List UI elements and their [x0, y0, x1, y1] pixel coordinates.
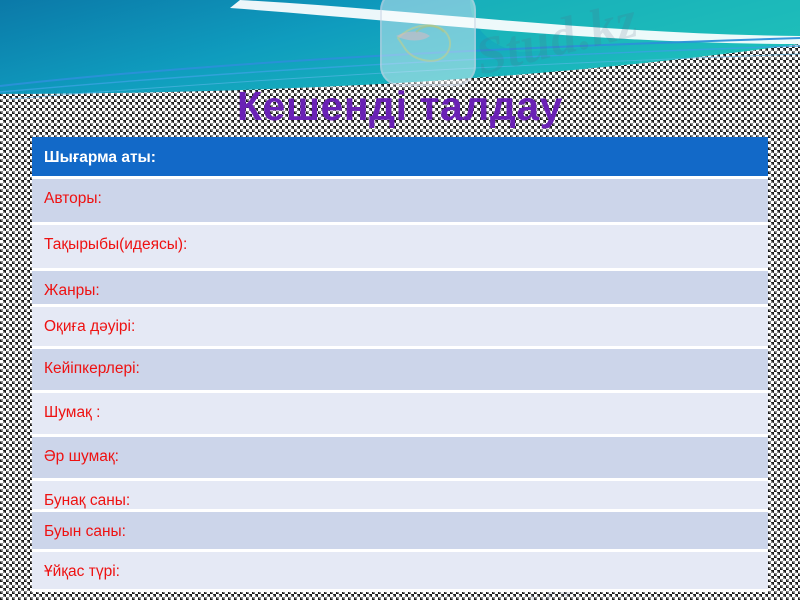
table-row[interactable]: Оқиға дәуірі: [32, 307, 768, 349]
row-label-okiga-dauiri: Оқиға дәуірі: [44, 318, 136, 335]
table-row[interactable]: Тақырыбы(идеясы): [32, 225, 768, 271]
analysis-table: Шығарма аты: Авторы: Тақырыбы(идеясы): Ж… [32, 137, 768, 592]
table-row[interactable]: Буын саны: [32, 512, 768, 552]
row-label-takyryby: Тақырыбы(идеясы): [44, 236, 188, 253]
row-label-shumak: Шумақ : [44, 404, 101, 421]
row-label-keiipkerleri: Кейіпкерлері: [44, 360, 140, 377]
table-row[interactable]: Жанры: [32, 271, 768, 307]
table-row[interactable]: Авторы: [32, 179, 768, 225]
row-label-bunak-sany: Бунақ саны: [44, 492, 131, 509]
table-row[interactable]: Шумақ : [32, 393, 768, 437]
table-header-row[interactable]: Шығарма аты: [32, 137, 768, 179]
table-row[interactable]: Әр шумақ: [32, 437, 768, 481]
table-row[interactable]: Кейіпкерлері: [32, 349, 768, 393]
page-title: Кешенді талдау [237, 83, 563, 129]
row-label-buyn-sany: Буын саны: [44, 523, 126, 540]
table-header-label: Шығарма аты: [44, 149, 156, 166]
row-label-ar-shumak: Әр шумақ: [44, 448, 119, 465]
row-label-zhanry: Жанры: [44, 282, 100, 299]
table-row[interactable]: Ұйқас түрі: [32, 552, 768, 592]
row-label-avtory: Авторы: [44, 190, 102, 207]
row-label-uikas-turi: Ұйқас түрі: [44, 563, 120, 580]
table-row[interactable]: Бунақ саны: [32, 481, 768, 512]
